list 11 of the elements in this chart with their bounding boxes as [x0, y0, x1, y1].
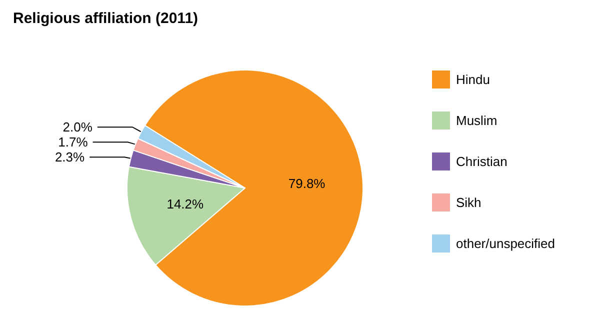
data-label: 2.0%: [62, 120, 93, 135]
legend-label: other/unspecified: [456, 236, 556, 251]
data-label: 79.8%: [288, 176, 326, 191]
legend-label: Christian: [456, 154, 508, 169]
data-label: 1.7%: [58, 134, 88, 150]
chart-title: Religious affiliation (2011): [13, 10, 198, 27]
data-label: 14.2%: [166, 196, 204, 212]
legend-label: Muslim: [456, 113, 498, 128]
legend-label: Hindu: [456, 72, 490, 87]
legend-label: Sikh: [456, 195, 482, 210]
data-label: 2.3%: [54, 150, 86, 165]
